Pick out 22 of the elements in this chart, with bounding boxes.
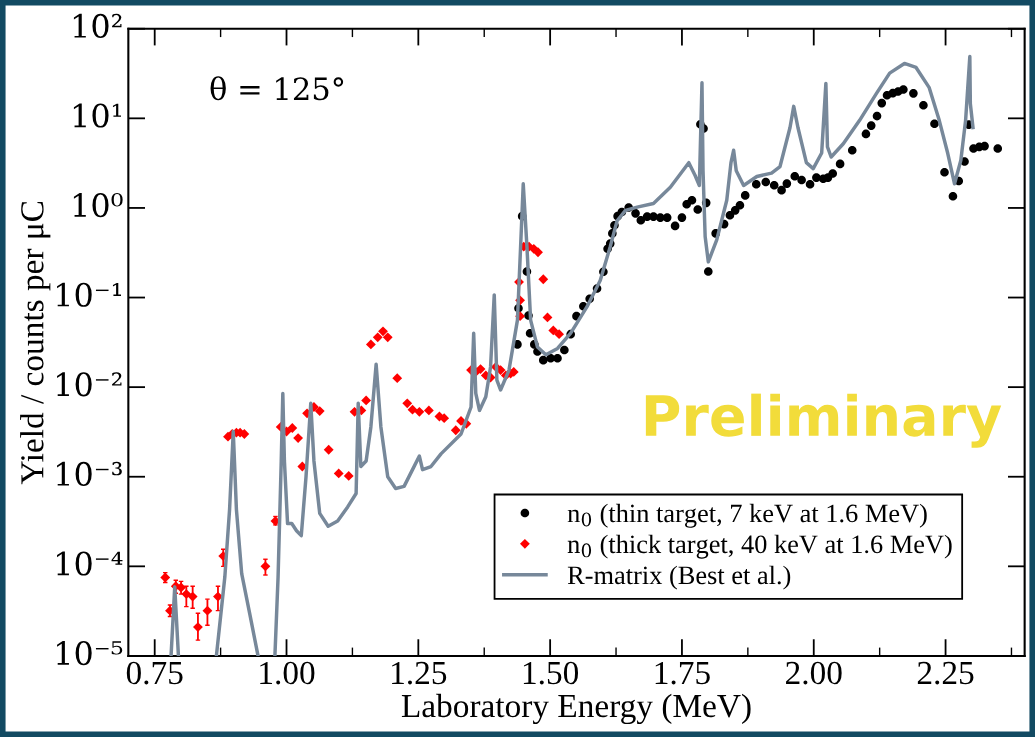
- legend-label: n$_{0}$ (thick target, 40 keV at 1.6 MeV): [567, 534, 952, 559]
- x-tick-label: 2.00: [786, 661, 842, 685]
- x-tick-label: 2.25: [917, 661, 974, 685]
- y-tick-label: 10⁻⁵: [57, 641, 123, 666]
- y-tick-label: 10⁻²: [57, 372, 122, 397]
- legend-label: R-matrix (Best et al.): [567, 565, 791, 590]
- y-tick-label: 10⁻¹: [57, 282, 121, 307]
- y-tick-label: 10²: [73, 13, 122, 39]
- x-axis-title: Laboratory Energy (MeV): [401, 693, 751, 725]
- x-tick-label: 0.75: [126, 661, 183, 685]
- x-tick-label: 1.50: [523, 661, 579, 685]
- y-tick-label: 10⁻⁴: [57, 551, 123, 576]
- x-tick-label: 1.75: [655, 661, 710, 685]
- annotation: θ = 125°: [210, 76, 344, 101]
- x-tick-label: 1.00: [260, 661, 315, 685]
- x-tick-label: 1.25: [392, 661, 447, 685]
- legend-label: n$_{0}$ (thin target, 7 keV at 1.6 MeV): [567, 503, 927, 528]
- y-tick-label: 10⁰: [73, 193, 123, 218]
- y-axis-title: Yield / counts per μC: [20, 201, 51, 485]
- y-tick-label: 10¹: [73, 103, 121, 128]
- y-tick-label: 10⁻³: [57, 461, 122, 486]
- annotation: Preliminary: [645, 393, 1002, 448]
